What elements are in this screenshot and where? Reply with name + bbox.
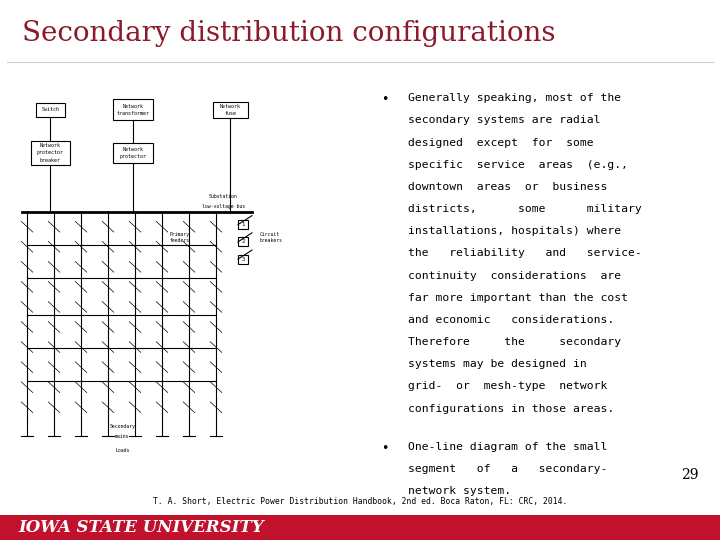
Text: Generally speaking, most of the: Generally speaking, most of the [408, 93, 621, 103]
Text: Network: Network [122, 104, 144, 109]
Text: 1: 1 [241, 222, 245, 227]
Text: specific  service  areas  (e.g.,: specific service areas (e.g., [408, 160, 628, 170]
Text: protector: protector [37, 150, 64, 156]
Text: Network: Network [40, 143, 61, 148]
Text: protector: protector [120, 154, 147, 159]
Text: installations, hospitals) where: installations, hospitals) where [408, 226, 621, 237]
Text: •: • [381, 93, 388, 106]
Text: breaker: breaker [40, 158, 61, 163]
Text: Substation: Substation [209, 194, 238, 199]
Bar [30, 140, 71, 165]
Bar [213, 102, 248, 118]
Bar [238, 254, 248, 264]
Text: Therefore     the     secondary: Therefore the secondary [408, 337, 621, 347]
Text: T. A. Short, Electric Power Distribution Handbook, 2nd ed. Boca Raton, FL: CRC, : T. A. Short, Electric Power Distribution… [153, 497, 567, 506]
Text: configurations in those areas.: configurations in those areas. [408, 403, 614, 414]
Text: far more important than the cost: far more important than the cost [408, 293, 628, 303]
Text: systems may be designed in: systems may be designed in [408, 359, 587, 369]
Text: mains: mains [115, 434, 130, 439]
Text: Switch: Switch [42, 107, 59, 112]
Text: One-line diagram of the small: One-line diagram of the small [408, 442, 607, 452]
Text: designed  except  for  some: designed except for some [408, 138, 593, 147]
Text: continuity  considerations  are: continuity considerations are [408, 271, 621, 281]
Text: the   reliability   and   service-: the reliability and service- [408, 248, 642, 259]
Text: Secondary distribution configurations: Secondary distribution configurations [22, 20, 555, 47]
Text: districts,      some      military: districts, some military [408, 204, 642, 214]
Text: grid-  or  mesh-type  network: grid- or mesh-type network [408, 381, 607, 391]
Text: and economic   considerations.: and economic considerations. [408, 315, 614, 325]
Text: IOWA STATE UNIVERSITY: IOWA STATE UNIVERSITY [18, 519, 264, 536]
Text: 2: 2 [241, 239, 245, 245]
Text: downtown  areas  or  business: downtown areas or business [408, 182, 607, 192]
Text: secondary systems are radial: secondary systems are radial [408, 116, 600, 125]
Text: segment   of   a   secondary-: segment of a secondary- [408, 464, 607, 474]
Bar [238, 220, 248, 229]
Text: transformer: transformer [117, 111, 150, 116]
Bar [238, 238, 248, 246]
Text: Network: Network [220, 104, 241, 109]
Text: Circuit
breakers: Circuit breakers [259, 232, 282, 243]
Bar [114, 99, 153, 120]
Bar [0, 515, 720, 540]
Text: 29: 29 [681, 468, 698, 482]
Text: Secondary: Secondary [109, 424, 135, 429]
Text: 3: 3 [241, 256, 245, 261]
Text: Primary
feeders: Primary feeders [170, 232, 190, 243]
Text: •: • [381, 442, 388, 455]
Text: low-voltage bus: low-voltage bus [202, 204, 245, 209]
Bar [114, 143, 153, 163]
Text: network system.: network system. [408, 487, 511, 496]
Text: Loads: Loads [115, 448, 130, 454]
Bar [36, 103, 65, 117]
Text: fuse: fuse [225, 111, 236, 116]
Text: Network: Network [122, 147, 144, 152]
